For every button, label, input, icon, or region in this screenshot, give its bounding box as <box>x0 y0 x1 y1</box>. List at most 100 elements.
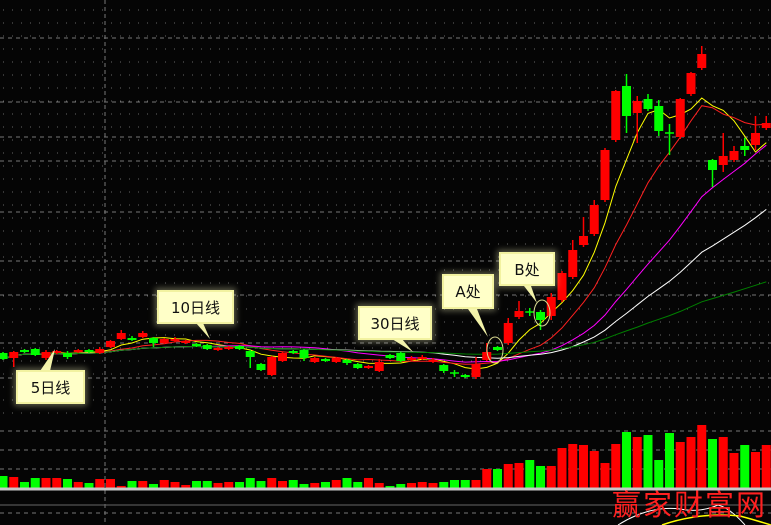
candle-body <box>493 347 502 350</box>
volume-bar <box>396 484 406 488</box>
candle <box>686 72 696 96</box>
volume-bar <box>9 477 19 488</box>
candle-body <box>342 360 352 363</box>
volume-bar <box>364 478 373 488</box>
candle <box>428 358 438 363</box>
candle <box>0 352 8 360</box>
candle-body <box>643 99 653 109</box>
volume-bar <box>149 484 158 488</box>
candle <box>665 124 674 155</box>
candle-body <box>310 358 320 362</box>
candle-body <box>396 353 406 361</box>
candle <box>600 148 610 202</box>
candle-body <box>611 91 621 140</box>
callout-ma10: 10日线 <box>157 290 234 324</box>
candle-body <box>106 341 115 347</box>
candle-body <box>20 350 29 352</box>
candle <box>63 351 72 359</box>
candle <box>41 350 51 360</box>
volume-bar <box>224 482 234 488</box>
arrow-30 <box>392 339 413 352</box>
candle-body <box>321 359 330 361</box>
candle <box>331 357 341 363</box>
volume-bar <box>256 481 266 488</box>
candle-body <box>374 362 384 371</box>
candle <box>493 346 502 351</box>
candle <box>514 301 524 319</box>
volume-bar <box>514 463 524 488</box>
candle <box>310 357 320 363</box>
candle <box>740 138 750 156</box>
volume-bar <box>503 464 513 488</box>
candle <box>417 355 427 360</box>
candle-body <box>331 358 341 362</box>
volume-bar <box>718 437 728 488</box>
candle <box>106 340 115 348</box>
candle-body <box>288 351 298 353</box>
candle-body <box>546 297 556 316</box>
volume-bar <box>482 469 492 488</box>
candle <box>321 358 330 362</box>
volume-bar <box>41 478 51 488</box>
candle-body <box>138 333 148 337</box>
volume-bar <box>342 478 352 488</box>
volume-bar <box>708 439 717 488</box>
candle <box>708 159 717 187</box>
arrow-5 <box>40 349 55 371</box>
volume-bar <box>439 482 449 488</box>
volume-bar <box>20 482 29 488</box>
candle-body <box>9 352 19 358</box>
candle-body <box>159 339 169 343</box>
candle-body <box>428 360 438 362</box>
candle <box>256 363 266 371</box>
candle-body <box>0 353 8 359</box>
candle-body <box>213 348 223 350</box>
volume-bar <box>600 463 610 488</box>
volume-bar <box>460 480 470 488</box>
candle <box>546 293 556 320</box>
candle <box>460 374 470 378</box>
candle-body <box>675 99 685 137</box>
candle-body <box>503 323 513 343</box>
candle <box>202 344 212 350</box>
candle-body <box>116 333 126 339</box>
point-a-circle <box>486 336 504 364</box>
volume-bar <box>643 435 653 488</box>
candle <box>127 336 137 341</box>
candle-body <box>192 344 201 346</box>
volume-bar <box>0 476 8 488</box>
candle <box>353 363 363 369</box>
candle <box>675 98 685 139</box>
volume-bar <box>63 479 72 488</box>
candle <box>579 217 588 247</box>
volume-bar <box>331 480 341 488</box>
candle <box>751 116 760 150</box>
candlesticks <box>0 46 771 379</box>
candle-body <box>95 349 105 353</box>
candle-body <box>482 352 492 360</box>
volume-bar <box>654 460 664 488</box>
candle-body <box>665 132 674 134</box>
candle <box>267 356 277 376</box>
arrow-b <box>524 286 537 303</box>
volume-bar <box>761 445 771 488</box>
candle <box>385 354 395 359</box>
candle-body <box>525 311 535 313</box>
candle-body <box>761 123 771 128</box>
candle <box>611 90 621 142</box>
watermark: 赢家财富网 <box>612 488 768 522</box>
candle <box>9 351 19 367</box>
candle <box>224 346 234 350</box>
callout-point-b: B处 <box>499 252 555 286</box>
candle-body <box>63 353 72 357</box>
candle-body <box>385 355 395 358</box>
candle-body <box>708 160 717 170</box>
volume-bar <box>622 432 631 488</box>
volume-bar <box>557 448 567 488</box>
candle <box>536 310 545 330</box>
candle-body <box>686 73 696 94</box>
candle-body <box>299 350 309 358</box>
candle-body <box>84 350 94 352</box>
